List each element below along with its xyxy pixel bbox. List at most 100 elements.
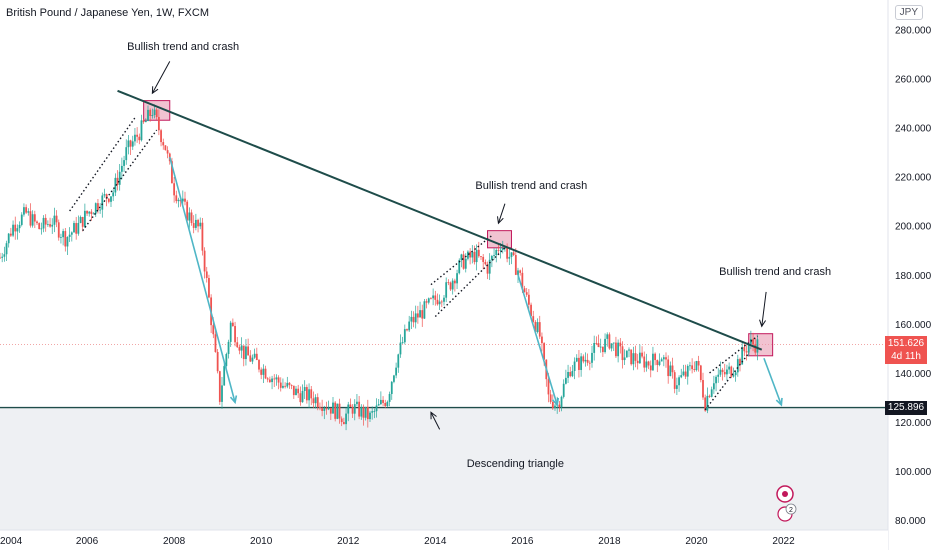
candle-body	[384, 402, 387, 406]
candle-body	[214, 334, 217, 352]
candle-body	[662, 357, 665, 360]
candle-body	[190, 212, 193, 224]
candle-body	[38, 223, 41, 230]
candle-body	[430, 298, 432, 300]
candle-body	[412, 316, 415, 323]
candle-body	[375, 405, 378, 412]
candle-body	[458, 260, 461, 274]
candle-body	[623, 357, 626, 361]
channel-lower-line[interactable]	[434, 247, 506, 318]
annotation-text[interactable]: Descending triangle	[466, 457, 564, 470]
channel-lower-line[interactable]	[82, 129, 158, 232]
candle-body	[440, 301, 443, 303]
candle-body	[229, 322, 232, 342]
candle-body	[510, 252, 513, 257]
candle-body	[77, 222, 80, 234]
candle-body	[451, 280, 454, 290]
y-tick-label: 80.000	[895, 516, 926, 527]
candle-body	[227, 341, 230, 354]
candle-body	[81, 216, 84, 227]
candle-body	[155, 109, 158, 118]
annotation-arrow[interactable]	[151, 61, 171, 95]
time-axis[interactable]	[0, 530, 888, 550]
candle-body	[447, 282, 450, 284]
candle-body	[706, 395, 709, 411]
channel-upper-line[interactable]	[69, 117, 136, 212]
candle-body	[521, 272, 524, 289]
price-axis[interactable]	[888, 0, 932, 550]
candle-body	[253, 353, 256, 358]
candle-body	[110, 196, 112, 202]
candle-body	[401, 342, 404, 344]
candle-body	[316, 397, 319, 407]
annotation-text[interactable]: Bullish trend and crash	[475, 180, 588, 193]
candle-body	[197, 219, 199, 227]
candle-body	[216, 351, 219, 372]
candle-body	[184, 198, 186, 202]
x-tick-label: 2020	[685, 536, 708, 547]
annotation-arrow[interactable]	[497, 203, 506, 225]
candle-body	[410, 316, 413, 322]
candle-body	[5, 243, 8, 255]
candle-body	[342, 422, 345, 425]
candle-body	[83, 210, 86, 227]
annotation-text[interactable]: Bullish trend and crash	[127, 40, 240, 53]
candle-body	[166, 150, 169, 154]
annotation-arrow[interactable]	[430, 411, 441, 430]
candle-body	[345, 413, 347, 425]
crash-arrow[interactable]	[763, 357, 783, 407]
candle-body	[247, 346, 250, 356]
candle-body	[221, 385, 223, 402]
candle-body	[453, 280, 456, 284]
candle-body	[408, 321, 411, 331]
candle-body	[46, 224, 49, 225]
candle-body	[127, 140, 130, 148]
candle-body	[549, 394, 552, 402]
symbol-title[interactable]: British Pound / Japanese Yen, 1W, FXCM	[6, 7, 210, 19]
candle-body	[484, 261, 487, 265]
candle-body	[501, 247, 504, 250]
candle-body	[691, 365, 694, 370]
candle-body	[652, 353, 654, 371]
candle-body	[591, 352, 593, 363]
candle-body	[597, 343, 600, 348]
y-tick-label: 220.000	[895, 173, 932, 184]
candle-body	[340, 418, 343, 423]
candle-body	[164, 145, 167, 151]
candle-body	[60, 237, 62, 238]
crash-arrow-head	[551, 397, 560, 407]
candle-body	[562, 383, 565, 397]
annotation-arrow-head	[151, 86, 159, 95]
candle-body	[582, 356, 585, 362]
crash-arrow[interactable]	[168, 156, 238, 405]
support-zone	[0, 407, 888, 530]
annotation-text[interactable]: Bullish trend and crash	[719, 266, 832, 279]
candle-body	[173, 183, 176, 196]
candle-body	[654, 353, 657, 361]
highlight-box[interactable]	[748, 333, 774, 357]
candle-body	[586, 359, 589, 363]
y-tick-label: 140.000	[895, 369, 932, 380]
currency-button[interactable]: JPY	[894, 5, 923, 20]
candle-body	[114, 177, 117, 193]
channel-upper-line[interactable]	[430, 235, 493, 286]
y-tick-label: 120.000	[895, 418, 932, 429]
candle-body	[129, 140, 132, 147]
candle-body	[192, 223, 195, 228]
candle-body	[356, 401, 358, 405]
crash-arrow[interactable]	[517, 274, 560, 407]
candle-body	[554, 405, 556, 409]
candle-body	[608, 334, 611, 349]
candle-body	[16, 228, 19, 232]
annotation-arrow[interactable]	[759, 291, 767, 328]
candle-body	[92, 213, 95, 215]
candle-body	[739, 359, 741, 365]
candle-body	[434, 295, 437, 300]
candle-body	[682, 371, 685, 376]
candle-body	[723, 372, 726, 375]
candle-body	[708, 395, 711, 397]
descending-trendline[interactable]	[117, 89, 763, 351]
candle-body	[525, 292, 528, 295]
candle-body	[593, 342, 596, 353]
candle-body	[595, 342, 598, 344]
